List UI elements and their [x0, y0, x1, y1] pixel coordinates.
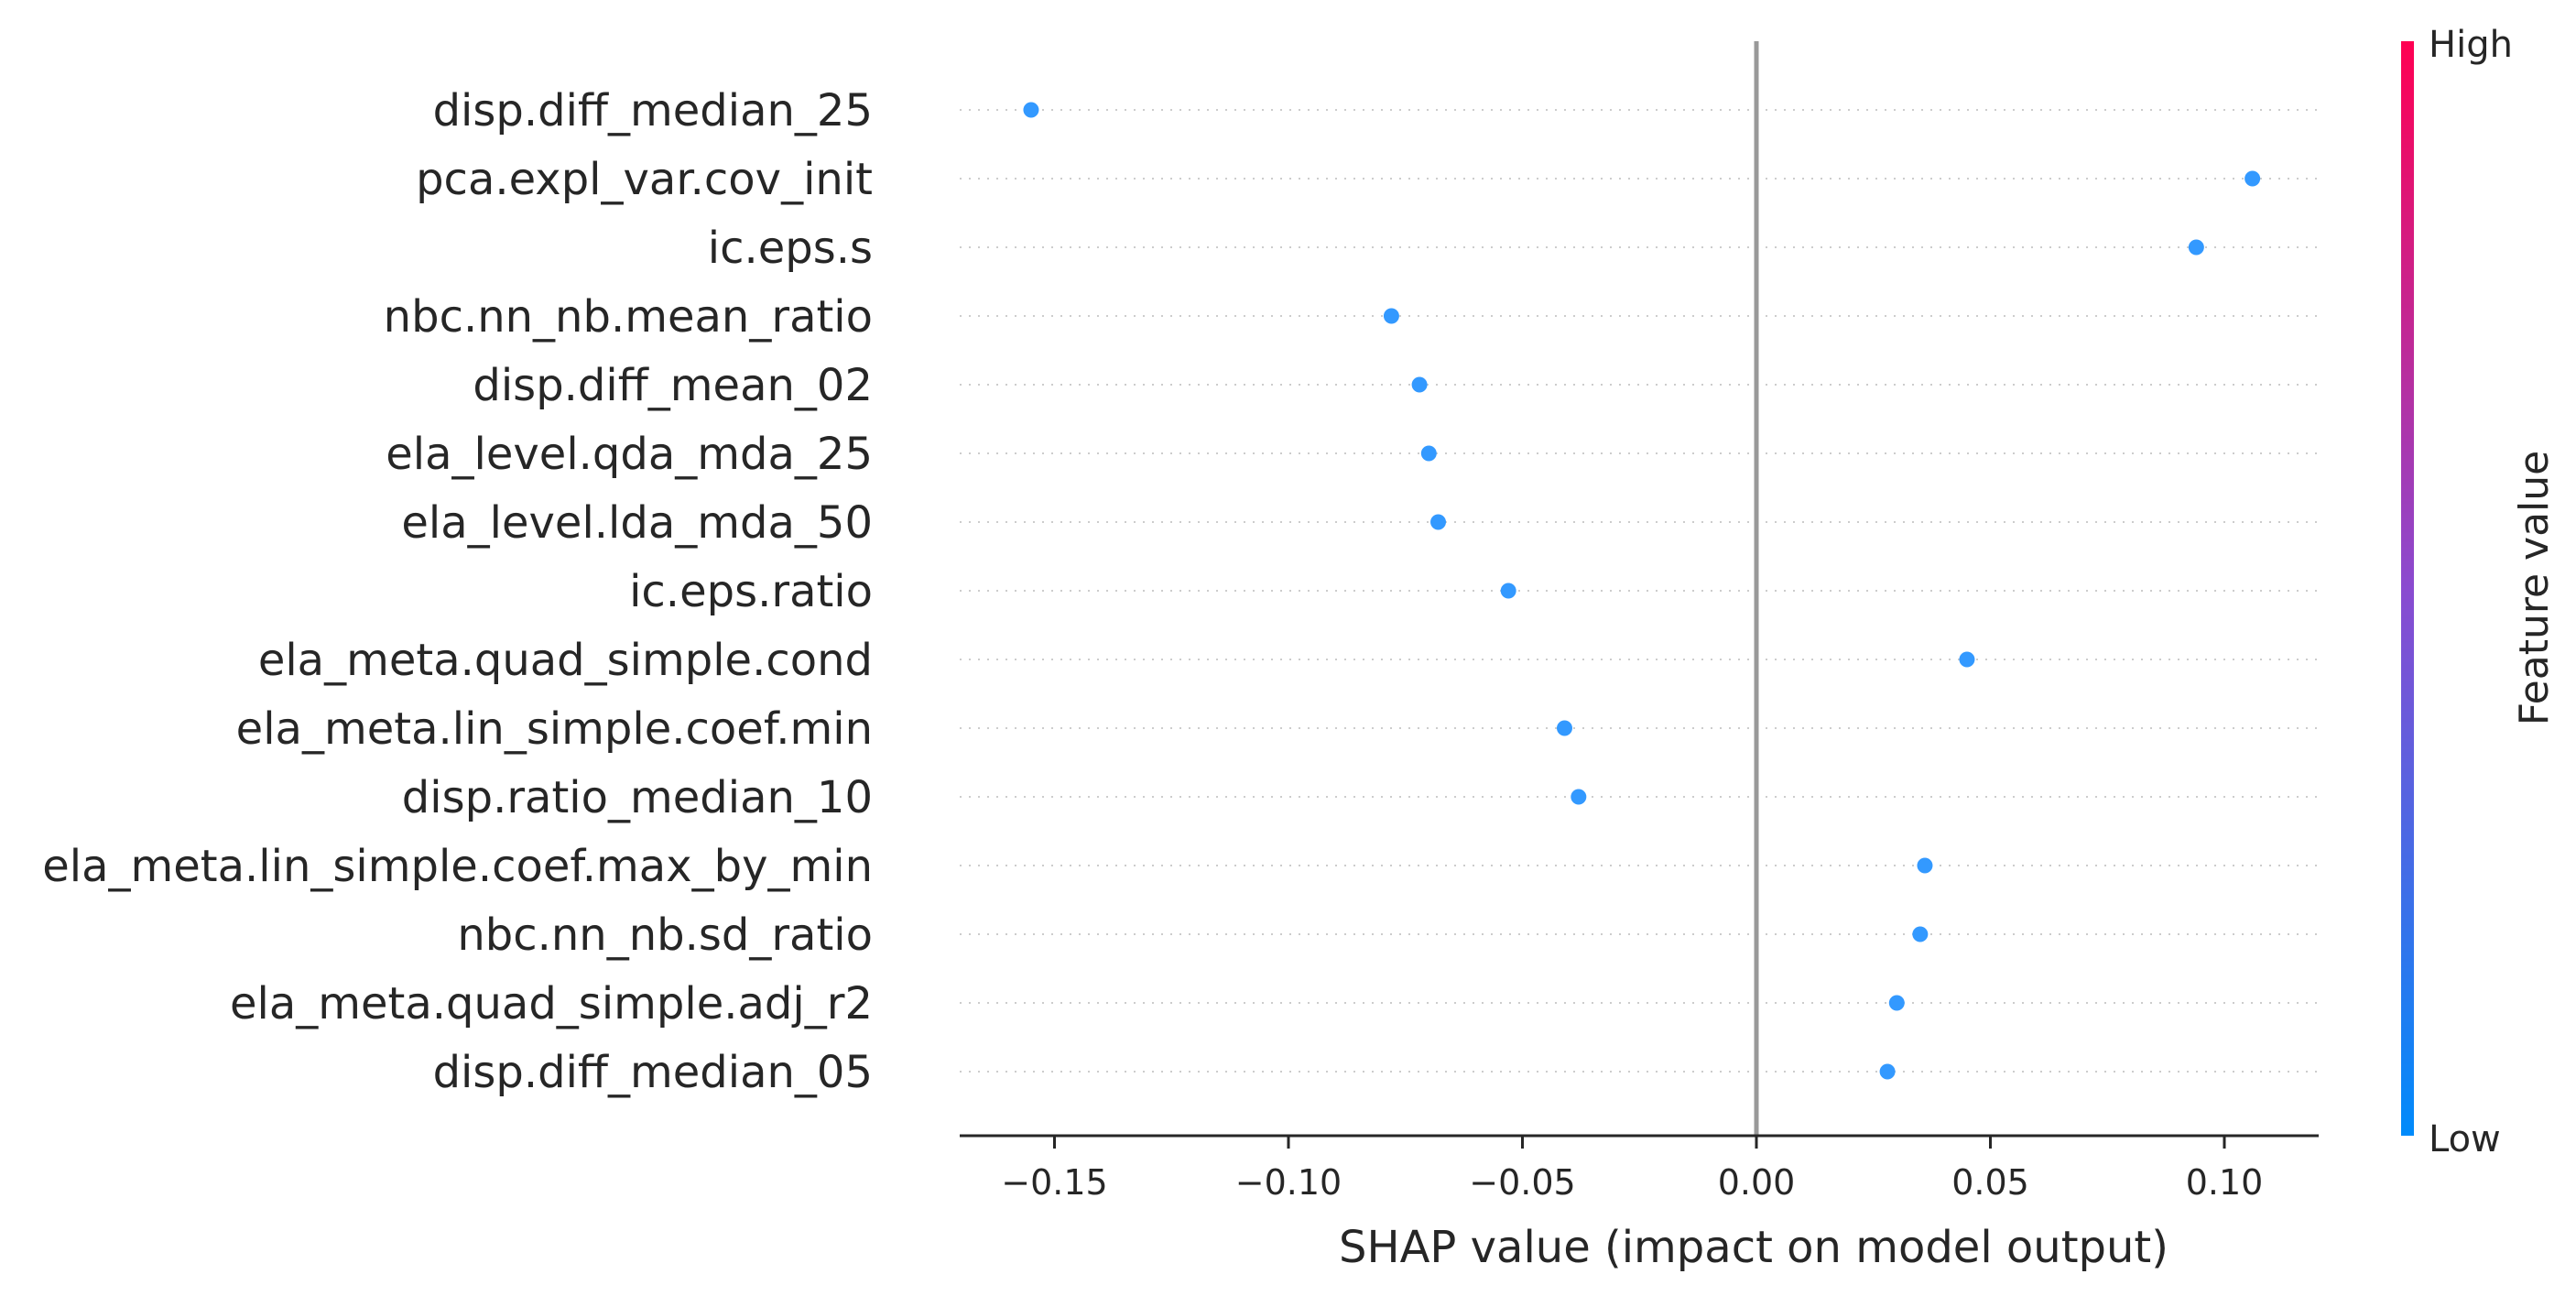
feature-label: nbc.nn_nb.sd_ratio [457, 909, 873, 961]
x-axis: −0.15 −0.10 −0.05 0.00 0.05 0.10 [960, 1134, 2319, 1203]
shap-point [1912, 926, 1929, 942]
shap-point [1023, 102, 1039, 118]
feature-rows: disp.diff_median_25 pca.expl_var.cov_init… [42, 85, 2319, 1098]
shap-point [1571, 789, 1587, 805]
shap-point [1917, 857, 1933, 874]
x-tick-label: −0.10 [1235, 1162, 1342, 1203]
shap-point [1383, 308, 1399, 324]
shap-point [1888, 995, 1905, 1011]
shap-point [1411, 376, 1428, 393]
feature-label: ela_meta.quad_simple.adj_r2 [230, 978, 873, 1029]
feature-label: ic.eps.s [708, 223, 873, 274]
shap-point [1500, 583, 1516, 599]
feature-label: ela_level.lda_mda_50 [401, 497, 873, 549]
feature-label: disp.diff_median_05 [433, 1047, 873, 1098]
feature-label: ela_meta.lin_simple.coef.min [236, 703, 873, 755]
shap-point [1556, 720, 1572, 736]
x-tick-label: −0.15 [1001, 1162, 1107, 1203]
feature-label: ic.eps.ratio [629, 566, 873, 617]
shap-point [2244, 170, 2261, 187]
feature-label: ela_meta.quad_simple.cond [258, 635, 873, 686]
x-tick-label: 0.05 [1951, 1162, 2029, 1203]
shap-points [1023, 102, 2261, 1080]
shap-point [1420, 445, 1437, 462]
x-axis-title: SHAP value (impact on model output) [1339, 1222, 2168, 1273]
colorbar-high-label: High [2429, 24, 2513, 66]
colorbar-low-label: Low [2429, 1118, 2501, 1160]
colorbar-title: Feature value [2511, 451, 2558, 725]
shap-point [1879, 1063, 1896, 1080]
x-tick-label: 0.00 [1718, 1162, 1796, 1203]
feature-label: nbc.nn_nb.mean_ratio [384, 291, 873, 343]
feature-label: ela_meta.lin_simple.coef.max_by_min [42, 841, 873, 892]
shap-point [1959, 651, 1975, 668]
colorbar: High Low Feature value [2401, 24, 2558, 1160]
colorbar-gradient [2401, 41, 2414, 1136]
feature-label: disp.diff_median_25 [433, 85, 873, 136]
feature-label: pca.expl_var.cov_init [416, 154, 873, 205]
x-tick-label: −0.05 [1469, 1162, 1575, 1203]
x-tick-label: 0.10 [2186, 1162, 2264, 1203]
shap-point [1430, 514, 1447, 530]
feature-label: ela_level.qda_mda_25 [386, 429, 873, 480]
feature-label: disp.ratio_median_10 [402, 772, 873, 823]
feature-label: disp.diff_mean_02 [473, 360, 873, 411]
shap-point [2188, 239, 2204, 256]
